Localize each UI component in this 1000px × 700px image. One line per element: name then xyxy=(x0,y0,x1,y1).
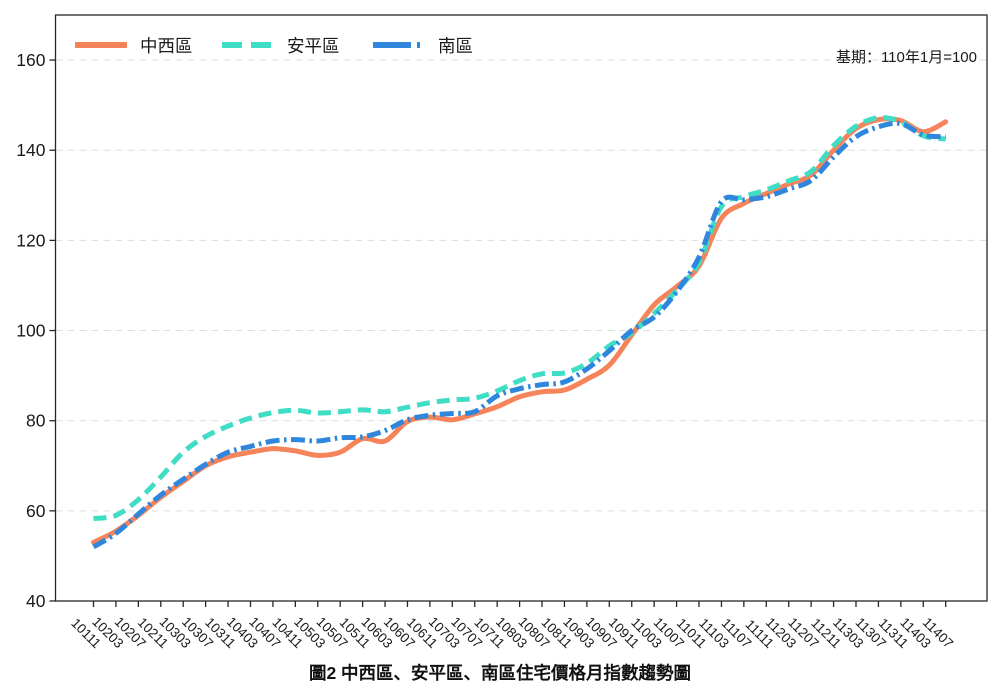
base-period-note: 基期：110年1月=100 xyxy=(835,49,977,66)
y-axis-label: 40 xyxy=(26,591,46,611)
legend-swatch-solid-icon xyxy=(75,42,127,48)
legend-item-南區: 南區 xyxy=(373,33,473,57)
y-axis-label: 160 xyxy=(16,50,45,70)
legend-item-中西區: 中西區 xyxy=(75,33,193,57)
legend-item-安平區: 安平區 xyxy=(222,33,340,57)
y-axis-label: 120 xyxy=(16,230,45,250)
y-axis-label: 60 xyxy=(26,501,46,521)
y-axis-label: 100 xyxy=(16,321,45,341)
plot-border xyxy=(54,14,988,602)
y-axis-label: 140 xyxy=(16,140,45,160)
series-line-中西區 xyxy=(91,116,949,545)
y-axis-label: 80 xyxy=(26,411,46,431)
legend-swatch-dashed-icon xyxy=(222,42,274,48)
legend-swatch-dash-dot-icon xyxy=(373,42,425,48)
legend-label: 中西區 xyxy=(140,35,193,56)
legend-label: 安平區 xyxy=(287,35,340,56)
series-line-南區 xyxy=(92,120,946,550)
legend-label: 南區 xyxy=(438,35,473,56)
series-line-安平區 xyxy=(93,115,947,521)
chart-title: 圖2 中西區、安平區、南區住宅價格月指數趨勢圖 xyxy=(308,663,692,683)
